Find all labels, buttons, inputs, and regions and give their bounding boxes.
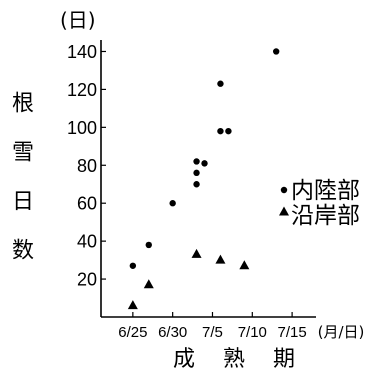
data-point-circle [193, 181, 200, 188]
legend-label-inland: 内陸部 [291, 178, 360, 204]
data-point-triangle [191, 248, 202, 258]
legend-circle-marker [280, 186, 288, 194]
data-point-triangle [239, 260, 250, 270]
y-tick-label: 40 [77, 232, 97, 252]
data-point-circle [217, 127, 224, 135]
y-tick-label: 60 [77, 194, 97, 214]
y-tick-label: 120 [67, 80, 97, 100]
y-tick-label: 140 [67, 42, 97, 62]
data-point-circle [225, 127, 232, 135]
x-tick-label: 6/25 [118, 324, 147, 341]
axes [100, 40, 316, 318]
data-point-circle [129, 262, 137, 269]
y-axis-title: 根雪日数 [8, 91, 33, 287]
data-point-triangle [215, 254, 226, 264]
data-point-circle [272, 48, 280, 55]
y-tick-label: 20 [77, 270, 97, 290]
data-point-circle [169, 200, 176, 207]
data-point-circle [193, 169, 200, 177]
y-ticks: 20 40 60 80 100 120 140 [67, 42, 106, 290]
x-unit-label: (月/日) [318, 323, 365, 341]
data-point-triangle [127, 300, 138, 310]
x-tick-label: 7/15 [278, 324, 307, 341]
data-point-circle [193, 158, 200, 165]
legend-label-coastal: 沿岸部 [291, 203, 360, 229]
data-points [127, 48, 280, 310]
data-point-circle [201, 160, 208, 167]
data-point-triangle [143, 279, 154, 289]
x-ticks: 6/25 6/30 7/5 7/10 7/15 [118, 312, 307, 341]
x-axis-title: 成熟期 [173, 347, 324, 372]
y-tick-label: 80 [77, 156, 97, 176]
y-unit-label: (日) [60, 8, 96, 32]
x-tick-label: 7/5 [202, 324, 223, 341]
legend-triangle-marker [279, 206, 289, 216]
data-point-circle [145, 241, 152, 249]
x-tick-label: 6/30 [158, 324, 187, 341]
data-point-circle [217, 80, 224, 87]
legend: 内陸部 沿岸部 [279, 178, 360, 229]
x-tick-label: 7/10 [238, 324, 267, 341]
y-tick-label: 100 [67, 118, 97, 138]
